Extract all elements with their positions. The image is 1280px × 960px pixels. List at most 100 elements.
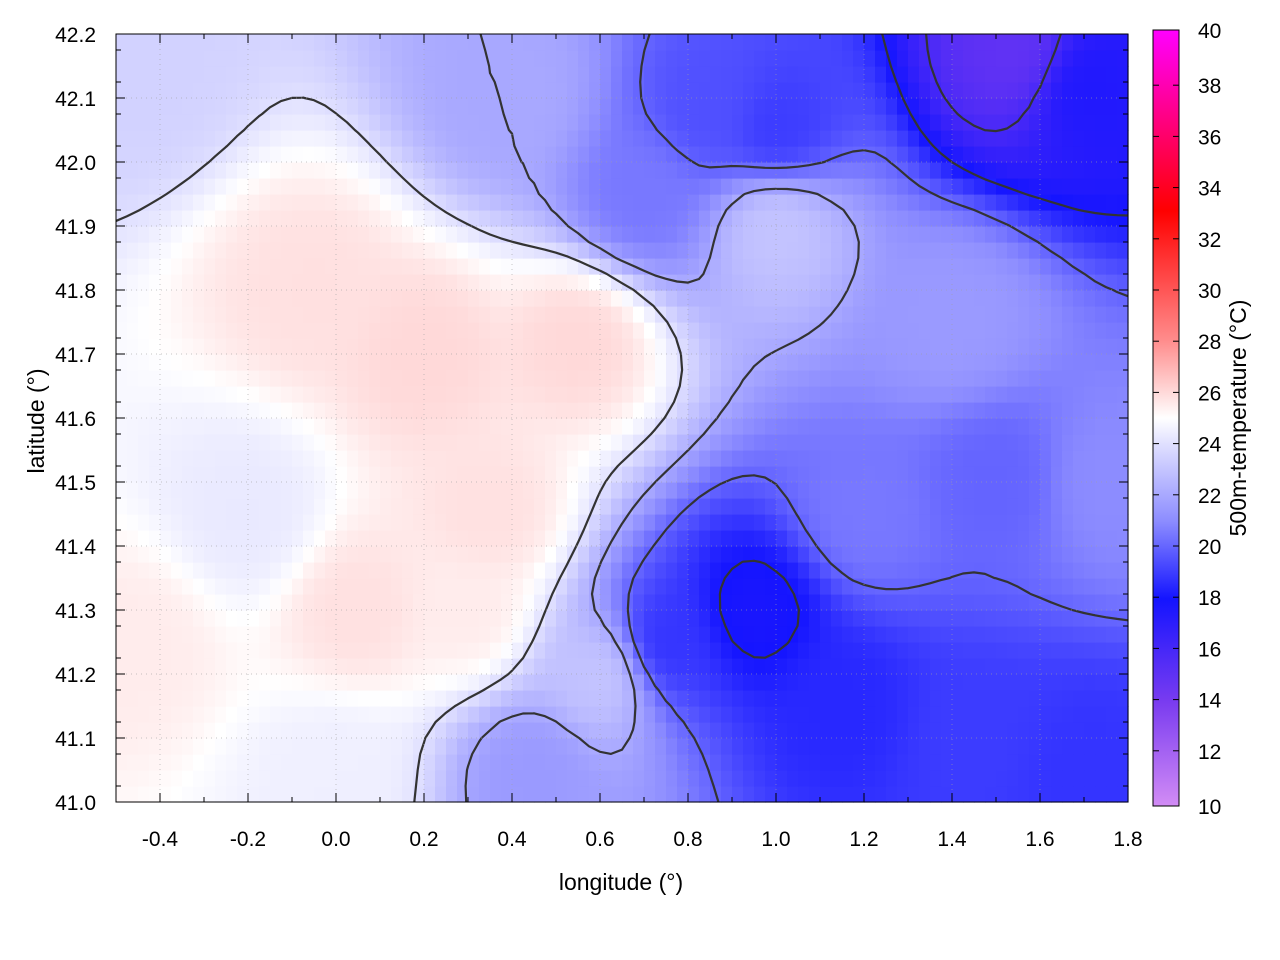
heatmap-cell (1062, 674, 1074, 691)
heatmap-cell (457, 690, 469, 707)
heatmap-cell (985, 162, 997, 179)
heatmap-cell (479, 290, 491, 307)
heatmap-cell (160, 626, 172, 643)
heatmap-cell (1117, 578, 1129, 595)
heatmap-cell (633, 322, 645, 339)
heatmap-cell (732, 754, 744, 771)
heatmap-cell (523, 322, 535, 339)
heatmap-cell (457, 210, 469, 227)
heatmap-cell (1040, 210, 1052, 227)
heatmap-cell (930, 594, 942, 611)
heatmap-cell (897, 274, 909, 291)
heatmap-cell (556, 226, 568, 243)
heatmap-cell (1007, 338, 1019, 355)
heatmap-cell (776, 578, 788, 595)
heatmap-cell (215, 482, 227, 499)
heatmap-cell (534, 578, 546, 595)
heatmap-cell (314, 434, 326, 451)
heatmap-cell (457, 370, 469, 387)
heatmap-cell (1018, 770, 1030, 787)
heatmap-cell (842, 162, 854, 179)
heatmap-cell (655, 258, 667, 275)
heatmap-cell (952, 130, 964, 147)
heatmap-cell (699, 722, 711, 739)
heatmap-cell (1117, 642, 1129, 659)
heatmap-cell (556, 258, 568, 275)
heatmap-cell (1062, 466, 1074, 483)
heatmap-cell (182, 386, 194, 403)
heatmap-cell (699, 674, 711, 691)
heatmap-cell (1073, 530, 1085, 547)
heatmap-cell (259, 338, 271, 355)
heatmap-cell (116, 402, 128, 419)
heatmap-cell (468, 114, 480, 131)
heatmap-cell (655, 386, 667, 403)
heatmap-cell (743, 162, 755, 179)
heatmap-cell (259, 130, 271, 147)
heatmap-cell (523, 226, 535, 243)
heatmap-cell (138, 210, 150, 227)
heatmap-cell (435, 354, 447, 371)
heatmap-cell (182, 658, 194, 675)
heatmap-cell (809, 466, 821, 483)
heatmap-cell (908, 482, 920, 499)
heatmap-cell (798, 386, 810, 403)
heatmap-cell (919, 434, 931, 451)
heatmap-cell (556, 610, 568, 627)
heatmap-cell (655, 674, 667, 691)
heatmap-cell (1029, 642, 1041, 659)
heatmap-cell (655, 194, 667, 211)
heatmap-cell (380, 418, 392, 435)
heatmap-cell (820, 674, 832, 691)
heatmap-cell (787, 370, 799, 387)
heatmap-cell (358, 674, 370, 691)
heatmap-cell (930, 162, 942, 179)
heatmap-cell (633, 754, 645, 771)
heatmap-cell (380, 114, 392, 131)
heatmap-cell (886, 354, 898, 371)
heatmap-cell (941, 274, 953, 291)
heatmap-cell (1018, 546, 1030, 563)
heatmap-cell (468, 434, 480, 451)
heatmap-cell (633, 50, 645, 67)
heatmap-cell (974, 482, 986, 499)
heatmap-cell (776, 754, 788, 771)
heatmap-cell (941, 610, 953, 627)
heatmap-cell (688, 322, 700, 339)
heatmap-cell (798, 626, 810, 643)
heatmap-cell (853, 386, 865, 403)
heatmap-cell (512, 658, 524, 675)
heatmap-cell (666, 114, 678, 131)
heatmap-cell (468, 146, 480, 163)
heatmap-cell (809, 642, 821, 659)
heatmap-cell (600, 322, 612, 339)
heatmap-cell (578, 162, 590, 179)
heatmap-cell (611, 178, 623, 195)
heatmap-cell (941, 258, 953, 275)
heatmap-cell (952, 66, 964, 83)
heatmap-cell (622, 754, 634, 771)
heatmap-cell (1051, 754, 1063, 771)
heatmap-cell (589, 466, 601, 483)
heatmap-cell (226, 66, 238, 83)
heatmap-cell (941, 786, 953, 803)
heatmap-cell (1029, 306, 1041, 323)
heatmap-cell (182, 514, 194, 531)
heatmap-cell (1029, 658, 1041, 675)
heatmap-cell (402, 98, 414, 115)
heatmap-cell (677, 50, 689, 67)
heatmap-cell (325, 466, 337, 483)
heatmap-cell (798, 674, 810, 691)
heatmap-cell (446, 82, 458, 99)
heatmap-cell (930, 434, 942, 451)
heatmap-cell (215, 786, 227, 803)
heatmap-cell (237, 114, 249, 131)
heatmap-cell (710, 178, 722, 195)
heatmap-cell (1018, 258, 1030, 275)
heatmap-cell (710, 130, 722, 147)
heatmap-cell (1106, 114, 1118, 131)
heatmap-cell (809, 242, 821, 259)
heatmap-cell (754, 530, 766, 547)
heatmap-cell (281, 66, 293, 83)
heatmap-cell (1117, 370, 1129, 387)
